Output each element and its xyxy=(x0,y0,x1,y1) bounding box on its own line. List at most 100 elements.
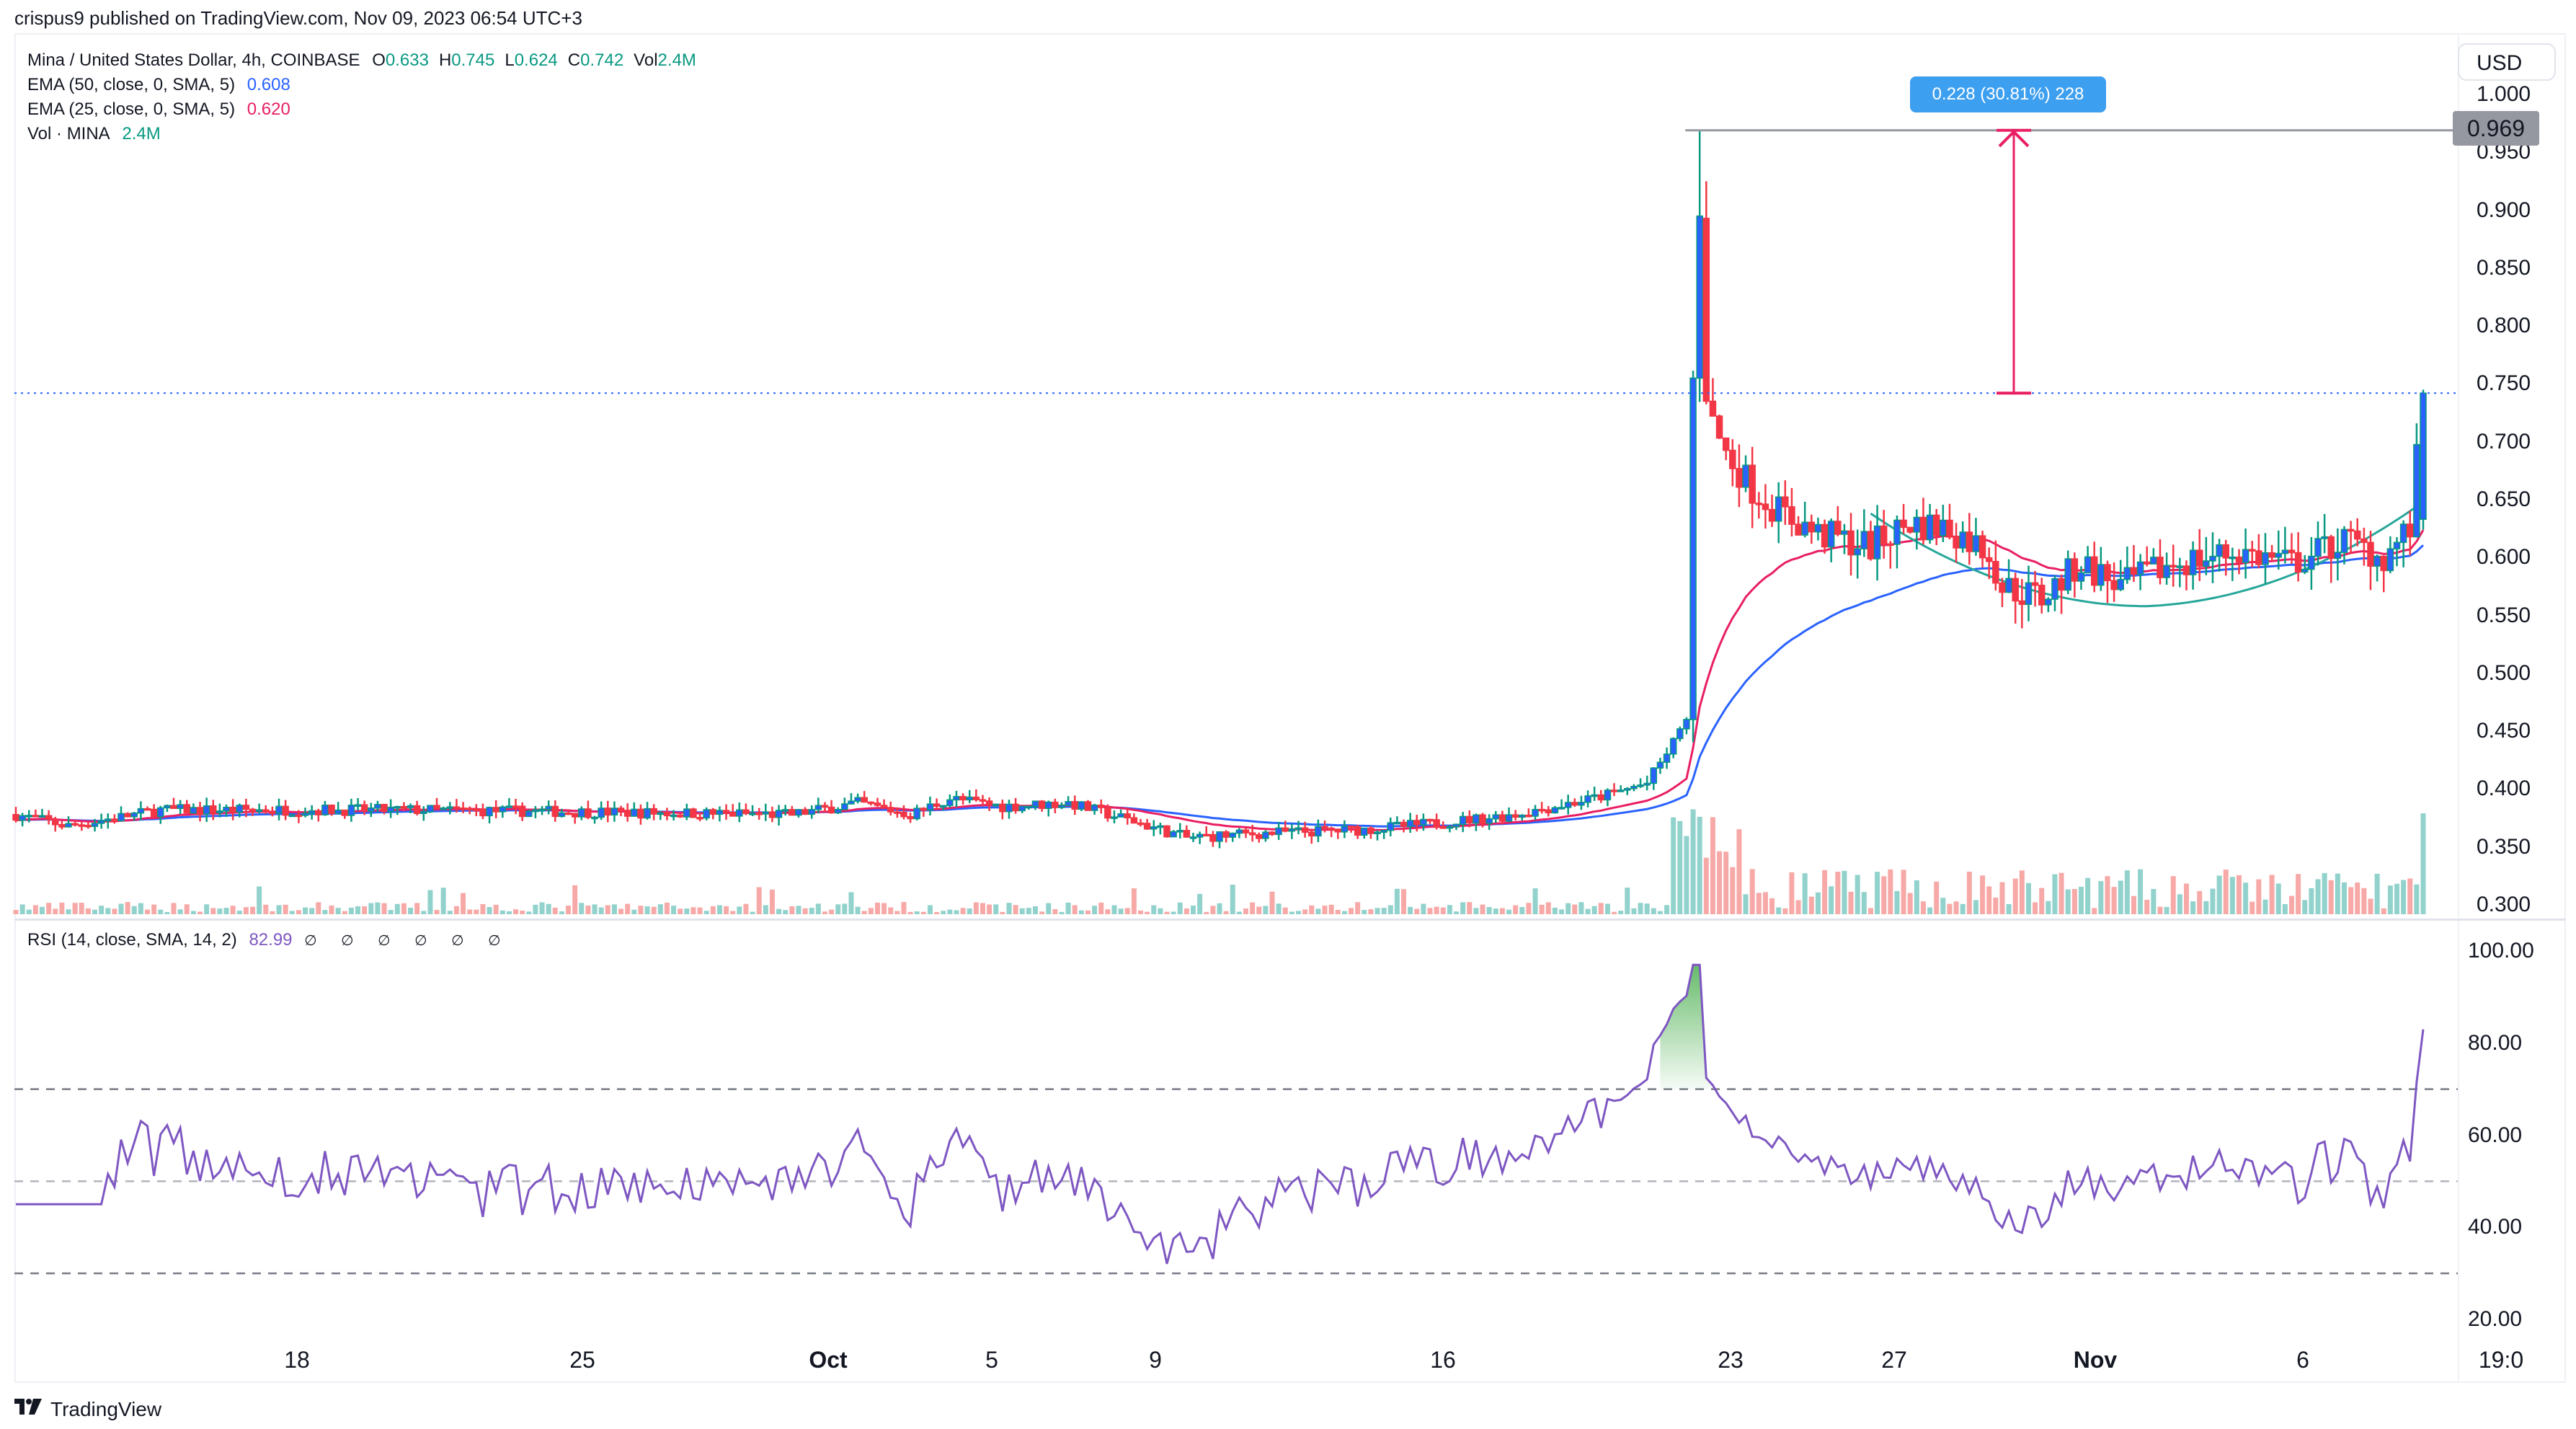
volume-bar xyxy=(461,893,466,914)
symbol-title[interactable]: Mina / United States Dollar, 4h, COINBAS… xyxy=(27,50,360,70)
candle-body xyxy=(1485,818,1493,824)
candle-body xyxy=(789,809,796,816)
volume-bar xyxy=(1480,904,1485,914)
candle-body xyxy=(2182,565,2190,575)
volume-bar xyxy=(66,909,71,914)
candle-body xyxy=(295,814,303,818)
candle-body xyxy=(1953,536,1960,549)
volume-bar xyxy=(342,911,347,914)
pane-divider[interactable] xyxy=(14,919,2566,921)
volume-bar xyxy=(520,911,525,914)
candle-body xyxy=(1775,496,1782,522)
candle-body xyxy=(1104,807,1111,819)
candle-body xyxy=(459,808,467,810)
volume-bar xyxy=(1848,891,1854,914)
candle-body xyxy=(604,808,612,816)
volume-bar xyxy=(434,910,440,914)
ema25-legend[interactable]: EMA (25, close, 0, SMA, 5) 0.620 xyxy=(27,99,298,120)
volume-bar xyxy=(138,903,143,914)
candle-body xyxy=(117,813,125,822)
volume-bar xyxy=(1651,908,1656,914)
volume-bar xyxy=(625,903,631,914)
volume-bar xyxy=(2164,906,2169,914)
candle-body xyxy=(1887,543,1894,547)
candle-body xyxy=(1361,827,1368,836)
volume-bar xyxy=(743,903,749,914)
candle-body xyxy=(1473,814,1480,824)
volume-bar xyxy=(1230,885,1235,914)
candle-body xyxy=(308,810,316,814)
volume-legend[interactable]: Vol · MINA 2.4M xyxy=(27,124,168,144)
candle-body xyxy=(1689,377,1697,720)
volume-bar xyxy=(1335,909,1341,914)
volume-bar xyxy=(1625,888,1630,914)
candle-body xyxy=(2413,443,2420,538)
volume-bar xyxy=(678,908,683,914)
candle-body xyxy=(1630,785,1638,789)
ohlc-values: O0.633 H0.745 L0.624 C0.742 Vol2.4M xyxy=(372,50,706,70)
candle-body xyxy=(518,805,526,818)
candle-body xyxy=(1906,526,1914,533)
candle-body xyxy=(2353,530,2361,540)
currency-button[interactable]: USD xyxy=(2458,43,2556,81)
volume-bar xyxy=(1802,873,1808,914)
volume-bar xyxy=(1881,876,1887,914)
volume-bar xyxy=(421,911,427,914)
candle-body xyxy=(2242,549,2249,563)
volume-bar xyxy=(2019,870,2025,914)
rsi-legend[interactable]: RSI (14, close, SMA, 14, 2) 82.99 ∅ ∅ ∅ … xyxy=(27,930,518,950)
candle-body xyxy=(374,804,381,809)
volume-bar xyxy=(1434,906,1439,914)
volume-bar xyxy=(177,909,183,914)
volume-bar xyxy=(1151,905,1157,914)
volume-bar xyxy=(2262,899,2268,914)
candle-body xyxy=(143,808,151,811)
candle-body xyxy=(1749,464,1756,504)
volume-bar xyxy=(1631,908,1637,914)
candle-body xyxy=(821,805,829,808)
volume-bar xyxy=(1394,888,1400,914)
volume-bar xyxy=(2328,880,2334,914)
volume-bar xyxy=(987,904,992,914)
candle-body xyxy=(2176,565,2184,568)
volume-bar xyxy=(1092,906,1098,914)
candle-body xyxy=(2058,578,2065,591)
candle-body xyxy=(1288,828,1296,832)
candle-body xyxy=(1367,827,1374,834)
volume-bar xyxy=(1572,904,1578,914)
rsi-tick: 100.00 xyxy=(2468,939,2534,963)
volume-bar xyxy=(381,903,387,914)
volume-bar xyxy=(1256,906,1262,914)
candle-body xyxy=(696,817,703,820)
volume-bar xyxy=(217,908,223,914)
volume-bar xyxy=(1743,894,1749,914)
volume-bar xyxy=(1006,903,1012,914)
candle-body xyxy=(12,814,19,821)
volume-bar xyxy=(960,908,966,914)
volume-bar xyxy=(197,911,203,914)
volume-bar xyxy=(1183,908,1189,914)
tradingview-logo[interactable]: TradingView xyxy=(14,1397,161,1422)
ema50-legend[interactable]: EMA (50, close, 0, SMA, 5) 0.608 xyxy=(27,75,298,95)
volume-bar xyxy=(1381,908,1387,914)
volume-bar xyxy=(1690,809,1696,914)
candle-body xyxy=(1676,728,1684,740)
volume-bar xyxy=(1387,905,1393,914)
candle-body xyxy=(1196,833,1204,838)
volume-bar xyxy=(1526,903,1532,914)
volume-bar xyxy=(789,906,795,914)
volume-bar xyxy=(1145,911,1150,914)
volume-bar xyxy=(546,903,551,914)
volume-bar xyxy=(815,903,821,914)
ohlc-key: H xyxy=(438,50,452,70)
candle-body xyxy=(2393,541,2401,549)
candle-body xyxy=(1782,496,1789,508)
candle-body xyxy=(512,805,520,808)
candle-body xyxy=(2169,565,2177,567)
candle-body xyxy=(381,804,388,813)
candle-body xyxy=(19,815,26,821)
candle-body xyxy=(1893,519,1901,545)
candle-body xyxy=(1242,829,1250,833)
candle-body xyxy=(1091,804,1098,811)
